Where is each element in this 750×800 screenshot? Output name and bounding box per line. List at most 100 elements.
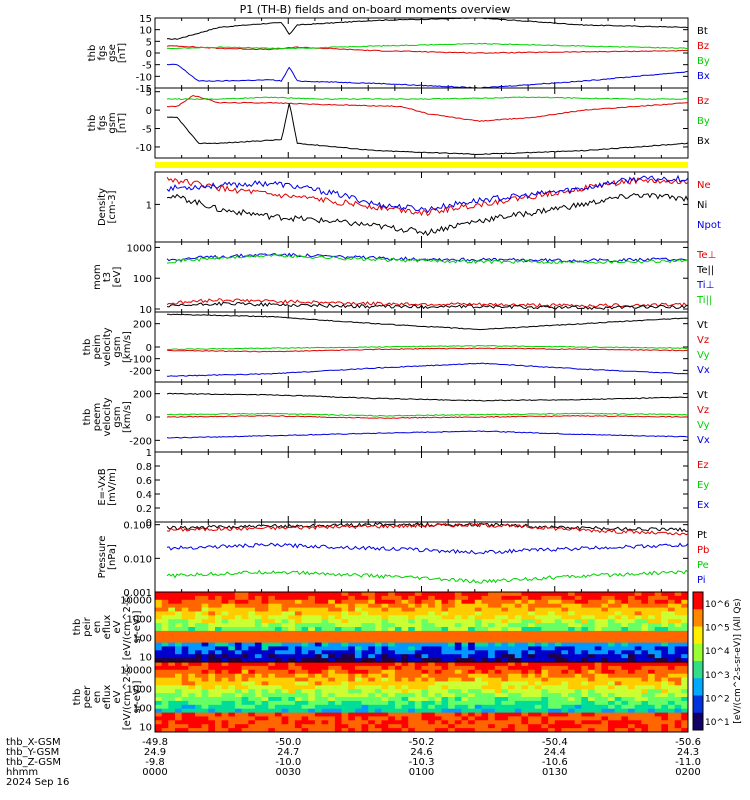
legend-entry: Ne (697, 180, 711, 191)
ylabel-line: [km/s] (122, 401, 133, 433)
heatmap-cell (468, 603, 476, 608)
heatmap-cell (301, 677, 309, 682)
heatmap-cell (421, 704, 429, 710)
heatmap-cell (474, 704, 482, 710)
heatmap-cell (288, 708, 296, 713)
heatmap-cell (534, 627, 542, 632)
heatmap-cell (454, 716, 462, 721)
heatmap-cell (341, 638, 349, 643)
heatmap-cell (394, 634, 402, 640)
heatmap-cell (228, 630, 236, 636)
heatmap-cell (488, 669, 496, 675)
heatmap-cell (208, 642, 216, 647)
heatmap-cell (348, 697, 356, 702)
heatmap-cell (621, 697, 629, 702)
heatmap-cell (661, 677, 669, 682)
heatmap-cell (321, 700, 329, 706)
heatmap-cell (548, 611, 556, 616)
heatmap-cell (454, 724, 462, 729)
heatmap-cell (574, 642, 582, 647)
heatmap-cell (674, 638, 682, 643)
heatmap-cell (401, 630, 409, 636)
heatmap-cell (388, 615, 396, 620)
heatmap-cell (614, 634, 622, 640)
ephemeris-value: 24.9 (144, 747, 166, 758)
heatmap-cell (648, 615, 656, 620)
heatmap-cell (221, 611, 229, 616)
legend-entry: Vz (697, 335, 709, 346)
heatmap-cell (221, 599, 229, 605)
heatmap-cell (654, 592, 662, 597)
series-line (166, 301, 689, 310)
legend-entry: Vt (697, 320, 708, 331)
heatmap-cell (254, 662, 262, 667)
heatmap-cell (241, 689, 249, 694)
heatmap-cell (181, 654, 189, 659)
heatmap-cell (354, 673, 362, 678)
heatmap-cell (601, 724, 609, 729)
heatmap-cell (508, 681, 516, 686)
heatmap-cell (254, 669, 262, 675)
heatmap-cell (588, 673, 596, 678)
heatmap-cell (568, 592, 576, 597)
heatmap-cell (274, 700, 282, 706)
heatmap-cell (534, 700, 542, 706)
ytick-label: 0.2 (136, 504, 152, 515)
heatmap-cell (441, 634, 449, 640)
colorbar-segment (693, 678, 703, 696)
heatmap-cell (674, 642, 682, 647)
heatmap-cell (388, 728, 396, 733)
heatmap-cell (408, 677, 416, 682)
heatmap-cell (201, 623, 209, 628)
heatmap-cell (614, 669, 622, 675)
heatmap-cell (408, 630, 416, 636)
heatmap-cell (341, 619, 349, 624)
heatmap-cell (155, 697, 163, 702)
heatmap-cell (181, 673, 189, 678)
heatmap-cell (414, 646, 422, 651)
heatmap-cell (348, 662, 356, 667)
heatmap-cell (568, 654, 576, 659)
heatmap-cell (621, 724, 629, 729)
heatmap-cell (681, 627, 689, 632)
heatmap-cell (501, 646, 509, 651)
heatmap-cell (215, 669, 223, 675)
heatmap-cell (381, 728, 389, 733)
heatmap-cell (488, 627, 496, 632)
heatmap-cell (215, 728, 223, 733)
heatmap-cell (241, 697, 249, 702)
heatmap-cell (354, 592, 362, 597)
heatmap-cell (155, 704, 163, 710)
heatmap-cell (321, 677, 329, 682)
heatmap-cell (534, 634, 542, 640)
heatmap-cell (568, 669, 576, 675)
heatmap-cell (428, 697, 436, 702)
heatmap-cell (481, 712, 489, 717)
heatmap-cell (414, 728, 422, 733)
heatmap-cell (241, 681, 249, 686)
heatmap-cell (308, 654, 316, 659)
heatmap-cell (341, 708, 349, 713)
heatmap-cell (314, 669, 322, 675)
heatmap-cell (454, 681, 462, 686)
ylabel-line: eV (112, 620, 123, 633)
heatmap-cell (328, 712, 336, 717)
heatmap-cell (614, 595, 622, 601)
heatmap-cell (301, 615, 309, 620)
heatmap-cell (641, 693, 649, 698)
heatmap-cell (474, 677, 482, 682)
heatmap-cell (175, 681, 183, 686)
heatmap-cell (274, 634, 282, 640)
heatmap-cell (448, 700, 456, 706)
heatmap-cell (374, 704, 382, 710)
heatmap-cell (388, 642, 396, 647)
heatmap-cell (254, 634, 262, 640)
ylabel-line: thb (87, 115, 98, 132)
heatmap-cell (574, 627, 582, 632)
heatmap-cell (281, 712, 289, 717)
heatmap-cell (428, 634, 436, 640)
heatmap-cell (441, 724, 449, 729)
heatmap-cell (608, 673, 616, 678)
heatmap-cell (448, 650, 456, 655)
